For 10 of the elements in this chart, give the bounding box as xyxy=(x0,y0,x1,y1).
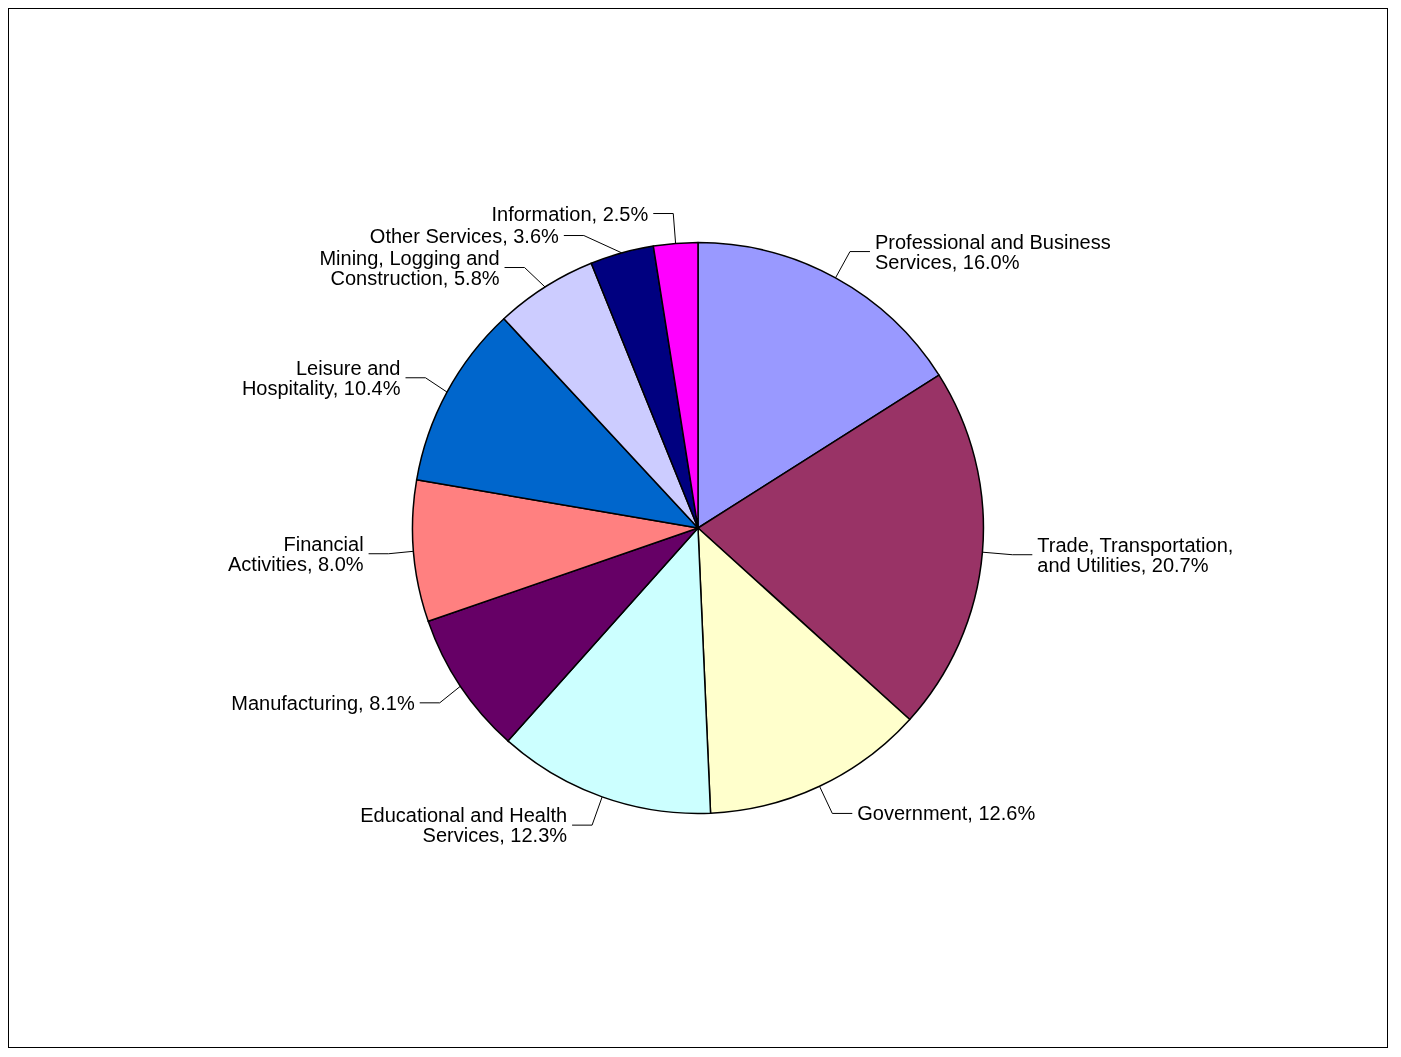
slice-label: Manufacturing, 8.1% xyxy=(231,691,415,714)
slice-label: Professional and Business Services, 16.0% xyxy=(874,230,1111,273)
slice-label: Information, 2.5% xyxy=(491,202,649,225)
slice-label: Mining, Logging and Construction, 5.8% xyxy=(319,246,500,289)
slice-label: Leisure and Hospitality, 10.4% xyxy=(241,356,401,399)
slice-label: Trade, Transportation, and Utilities, 20.7% xyxy=(1037,533,1234,576)
slice-label: Other Services, 3.6% xyxy=(369,224,560,247)
slice-label: Government, 12.6% xyxy=(857,802,1036,825)
slice-label: Financial Activities, 8.0% xyxy=(227,532,364,575)
slice-label: Educational and Health Services, 12.3% xyxy=(360,804,568,847)
